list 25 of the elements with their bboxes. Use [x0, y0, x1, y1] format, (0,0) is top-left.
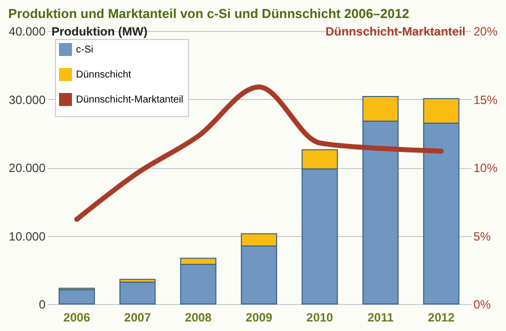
y-tick-label: 40.000 [8, 24, 46, 38]
legend-label: Dünnschicht [76, 70, 132, 80]
y-axis-title: Produktion (MW) [52, 24, 148, 38]
bar [119, 282, 156, 304]
x-tick-label: 2009 [246, 310, 273, 324]
x-tick-label: 2008 [184, 310, 212, 324]
y2-tick-label: 20% [474, 24, 498, 38]
x-tick-label: 2006 [63, 310, 90, 324]
y2-tick-label: 0% [474, 298, 492, 312]
y-tick-label: 20.000 [8, 161, 46, 175]
chart-title: Produktion und Marktanteil von c-Si und Dünnschicht 2006–2012 [8, 6, 410, 21]
y2-tick-label: 10% [474, 161, 498, 175]
y-tick-label: 30.000 [8, 92, 46, 107]
y-tick-label: 10.000 [8, 229, 46, 244]
y2-axis-title: Dünnschicht-Marktanteil [325, 24, 466, 38]
x-tick-label: 2007 [124, 310, 152, 324]
legend-label: c-Si [76, 44, 94, 56]
x-tick-label: 2012 [428, 310, 455, 324]
y-tick-label: 0 [38, 298, 46, 312]
y2-tick-label: 15% [474, 92, 498, 107]
x-tick-label: 2010 [306, 310, 334, 324]
x-tick-label: 2011 [367, 310, 394, 324]
bar [58, 289, 95, 304]
y2-tick-label: 5% [474, 229, 492, 244]
legend-label: Dünnschicht-Marktanteil [76, 94, 184, 106]
